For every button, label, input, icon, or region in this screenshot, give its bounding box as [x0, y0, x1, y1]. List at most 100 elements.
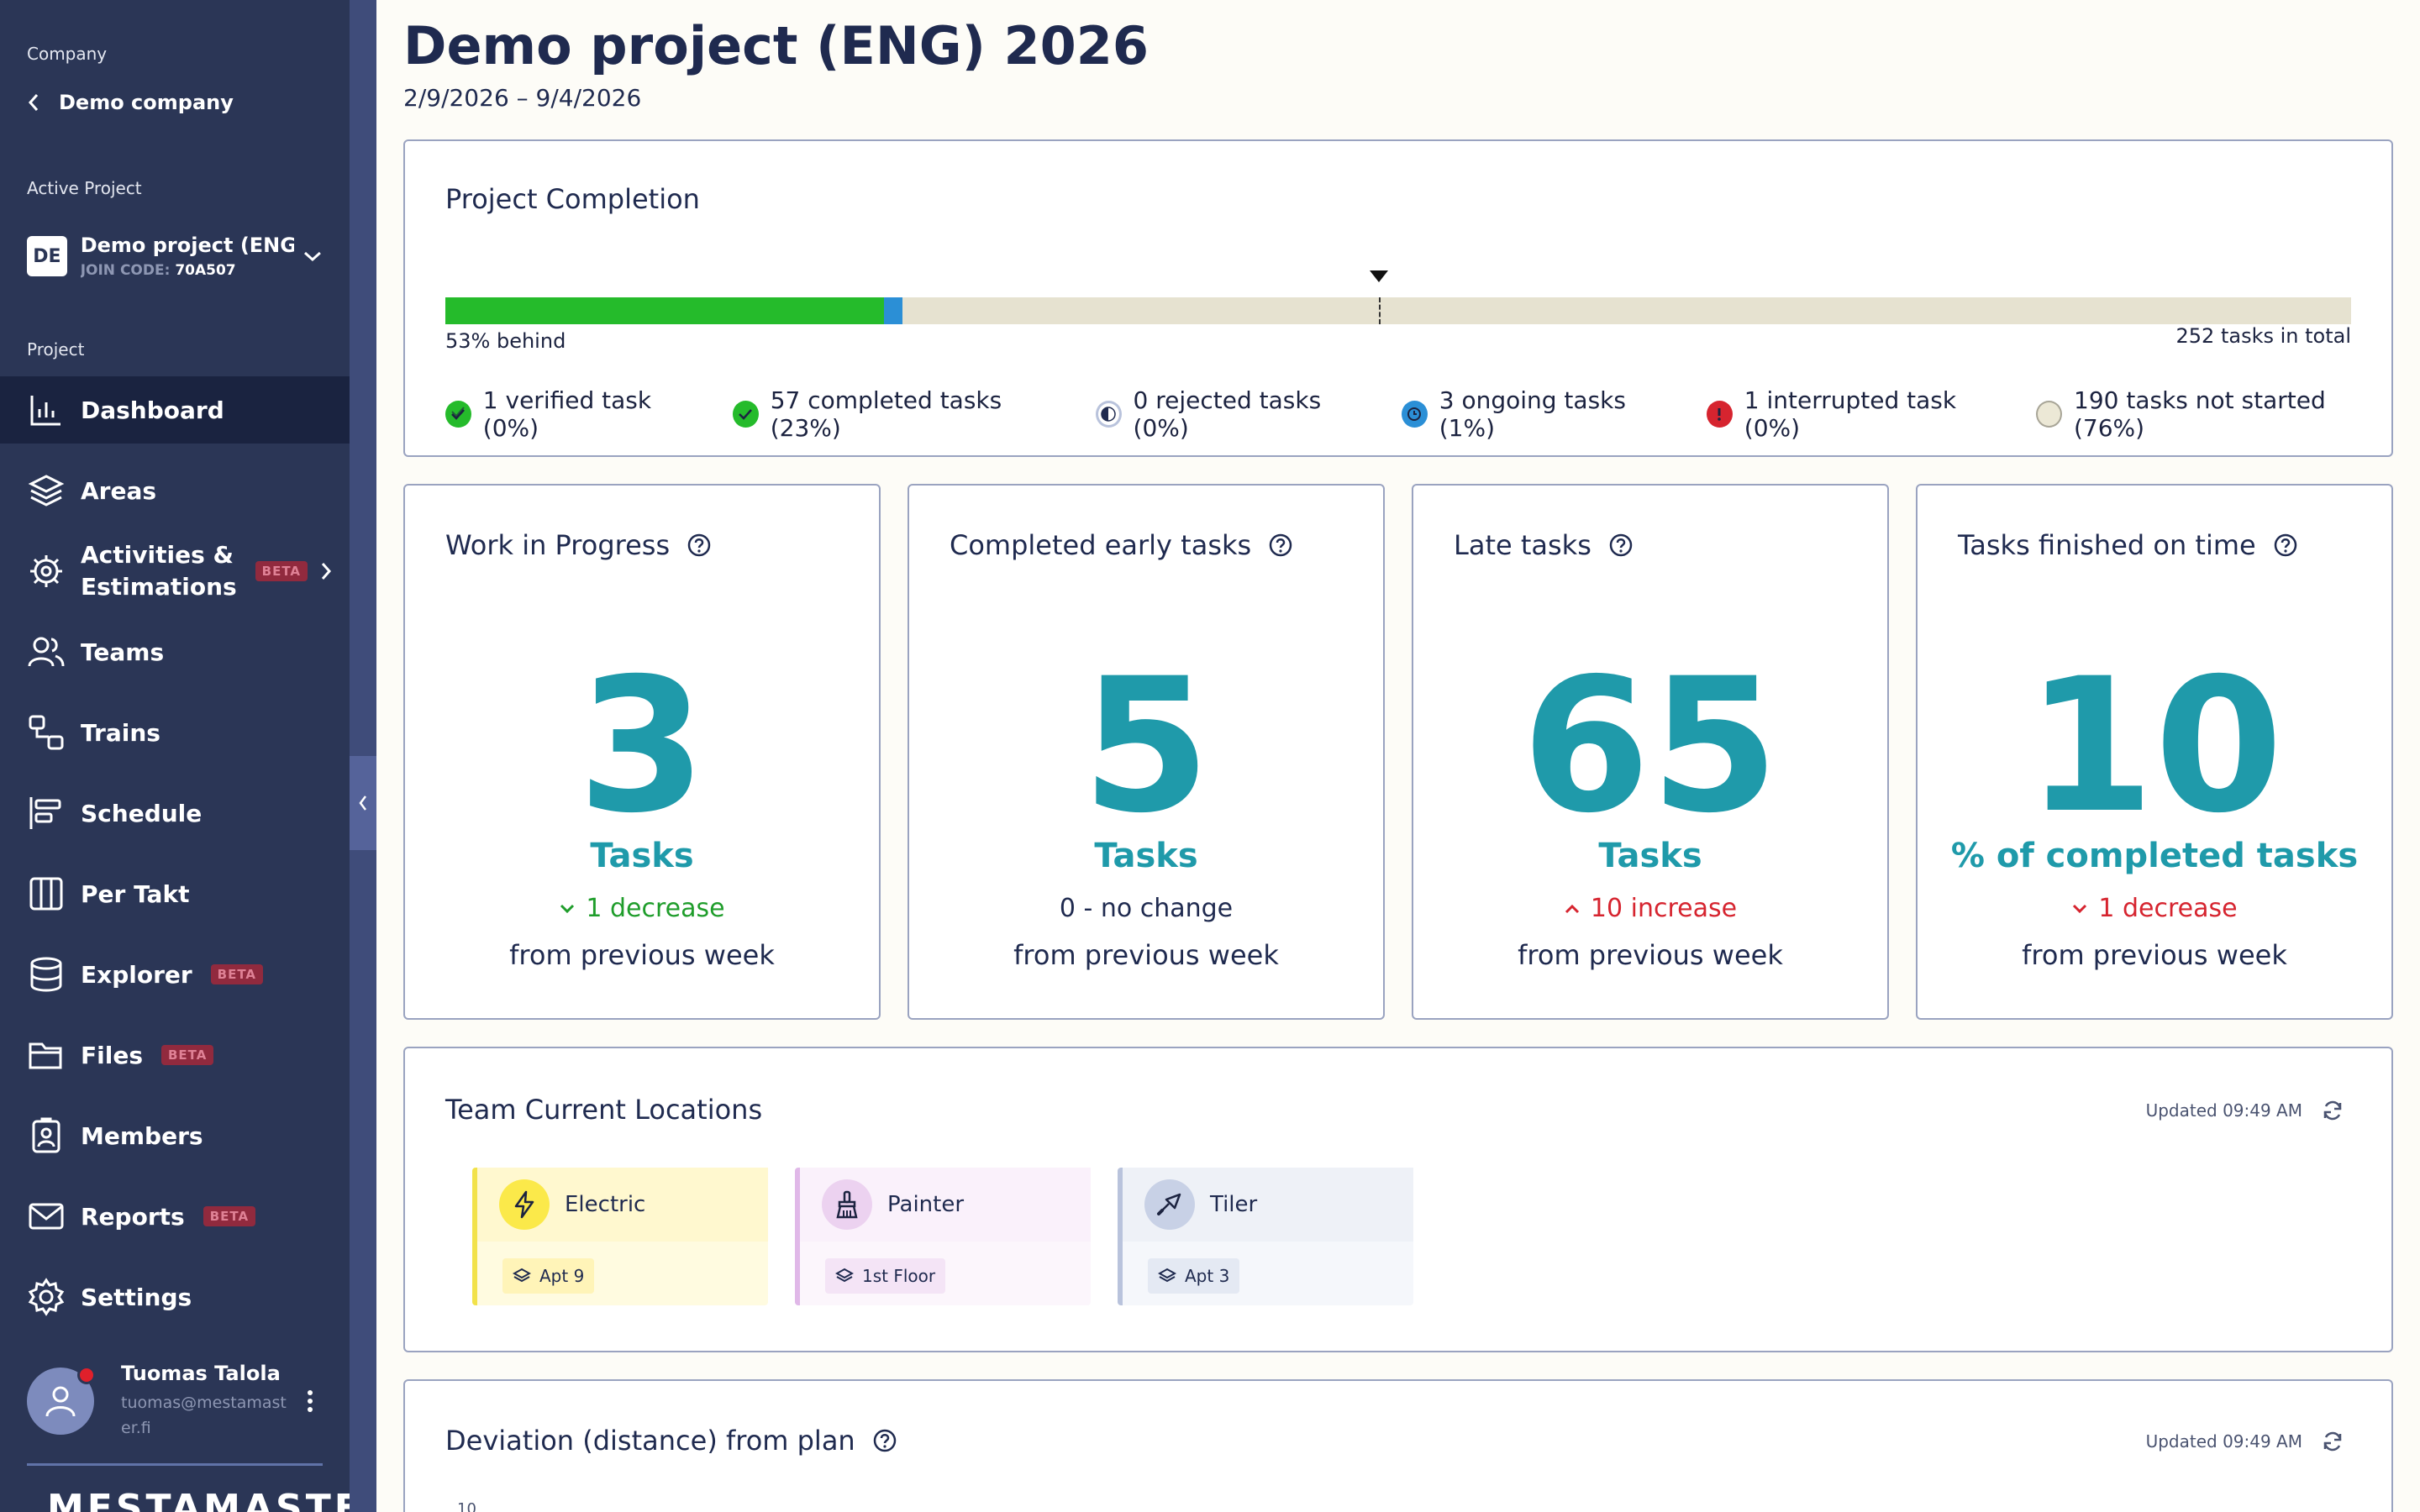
- kpi-unit: % of completed tasks: [1950, 837, 2359, 875]
- updated-status: Updated 09:49 AM: [2146, 1099, 2344, 1122]
- project-name: Demo project (ENG) 2026: [80, 234, 295, 257]
- layers-icon: [513, 1268, 531, 1283]
- gear-cog-icon: [30, 555, 62, 587]
- user-name: Tuomas Talola: [121, 1362, 281, 1385]
- completion-legend: 1 verified task (0%) 57 completed tasks …: [445, 386, 2391, 442]
- chevron-left-icon: [28, 94, 39, 111]
- trowel-icon: [1144, 1179, 1195, 1230]
- refresh-icon[interactable]: [2321, 1430, 2344, 1453]
- beta-badge: BETA: [160, 1045, 214, 1065]
- kpi-comparison: from previous week: [2022, 939, 2287, 971]
- join-code: JOIN CODE: 70A507: [80, 262, 236, 279]
- refresh-icon[interactable]: [2321, 1099, 2344, 1122]
- kpi-value: 5: [1081, 638, 1211, 853]
- chevron-up-icon: [1565, 904, 1579, 913]
- empty-circle-icon: [2036, 401, 2062, 428]
- mail-icon: [29, 1203, 64, 1230]
- help-icon[interactable]: [1268, 533, 1293, 558]
- deviation-from-plan-card: Deviation (distance) from plan Updated 0…: [403, 1379, 2393, 1512]
- collapse-sidebar-button[interactable]: [350, 756, 376, 850]
- help-icon[interactable]: [1608, 533, 1634, 558]
- kpi-title: Late tasks: [1454, 529, 1591, 561]
- nav-areas[interactable]: Areas: [0, 457, 350, 524]
- brand-logo: MESTAMASTER: [47, 1487, 350, 1512]
- gantt-icon: [29, 797, 61, 829]
- kpi-value: 10: [2025, 638, 2284, 853]
- beta-badge: BETA: [210, 964, 264, 984]
- company-label: Company: [27, 44, 108, 64]
- kpi-unit: Tasks: [1598, 837, 1702, 875]
- chevron-down-icon: [560, 904, 575, 913]
- card-title: Team Current Locations: [445, 1094, 763, 1126]
- notification-dot: [77, 1366, 96, 1384]
- progress-completed-segment: [445, 297, 884, 324]
- kpi-finished-on-time: Tasks finished on time 10 % of completed…: [1916, 484, 2393, 1020]
- nav-activities[interactable]: Activities & Estimations BETA: [0, 538, 350, 605]
- user-icon: [45, 1386, 76, 1417]
- kpi-change: 1 decrease: [405, 894, 879, 923]
- legend-completed: 57 completed tasks (23%): [732, 386, 1069, 442]
- help-icon[interactable]: [687, 533, 712, 558]
- nav-trains[interactable]: Trains: [0, 699, 350, 766]
- completion-progress-bar: [445, 297, 2351, 324]
- kpi-comparison: from previous week: [1518, 939, 1783, 971]
- nav-per-takt[interactable]: Per Takt: [0, 860, 350, 927]
- project-initials-badge: DE: [27, 236, 67, 276]
- help-icon[interactable]: [872, 1428, 897, 1453]
- project-selector[interactable]: DE Demo project (ENG) 2026 JOIN CODE: 70…: [27, 227, 323, 286]
- team-card-painter[interactable]: Painter 1st Floor: [795, 1168, 1091, 1305]
- avatar[interactable]: [27, 1366, 96, 1435]
- legend-interrupted: 1 interrupted task (0%): [1706, 386, 2009, 442]
- project-date-range: 2/9/2026 – 9/4/2026: [403, 84, 642, 112]
- company-back-link[interactable]: Demo company: [27, 91, 234, 114]
- chevron-down-icon: [2073, 904, 2087, 913]
- beta-badge: BETA: [203, 1206, 256, 1226]
- team-name: Painter: [887, 1192, 965, 1217]
- team-card-tiler[interactable]: Tiler Apt 3: [1118, 1168, 1413, 1305]
- team-location-chip: Apt 9: [502, 1258, 595, 1294]
- kpi-change: 10 increase: [1413, 894, 1887, 923]
- legend-verified: 1 verified task (0%): [445, 386, 706, 442]
- kpi-change: 0 - no change: [1059, 894, 1234, 923]
- settings-icon: [28, 1278, 65, 1316]
- card-title: Project Completion: [445, 183, 700, 215]
- page-title: Demo project (ENG) 2026: [403, 15, 1150, 76]
- trains-icon: [29, 715, 64, 750]
- paint-brush-icon: [822, 1179, 872, 1230]
- layers-icon: [835, 1268, 854, 1283]
- half-circle-icon: [1095, 401, 1122, 428]
- nav-files[interactable]: Files BETA: [0, 1021, 350, 1089]
- nav-schedule[interactable]: Schedule: [0, 780, 350, 847]
- more-vertical-icon[interactable]: [306, 1389, 314, 1414]
- team-name: Tiler: [1210, 1192, 1258, 1217]
- team-card-electric[interactable]: Electric Apt 9: [472, 1168, 768, 1305]
- nav-teams[interactable]: Teams: [0, 618, 350, 685]
- lightning-icon: [499, 1179, 550, 1230]
- nav-reports[interactable]: Reports BETA: [0, 1183, 350, 1250]
- nav-explorer[interactable]: Explorer BETA: [0, 941, 350, 1008]
- layers-icon: [28, 475, 65, 507]
- kpi-work-in-progress: Work in Progress 3 Tasks 1 decrease from…: [403, 484, 881, 1020]
- team-locations-card: Team Current Locations Updated 09:49 AM …: [403, 1047, 2393, 1352]
- columns-icon: [29, 877, 63, 911]
- project-section-label: Project: [27, 339, 85, 360]
- today-marker: [1370, 270, 1389, 282]
- nav-settings[interactable]: Settings: [0, 1263, 350, 1331]
- kpi-change: 1 decrease: [1918, 894, 2391, 923]
- chevron-right-icon: [321, 563, 332, 580]
- user-profile[interactable]: Tuomas Talola tuomas@mestamaster.fi: [27, 1359, 329, 1443]
- legend-ongoing: 3 ongoing tasks (1%): [1401, 386, 1680, 442]
- nav-dashboard[interactable]: Dashboard: [0, 376, 350, 444]
- kpi-comparison: from previous week: [509, 939, 775, 971]
- chevron-left-icon: [359, 795, 366, 811]
- kpi-title: Work in Progress: [445, 529, 671, 561]
- company-name: Demo company: [59, 91, 234, 114]
- help-icon[interactable]: [2273, 533, 2298, 558]
- kpi-completed-early: Completed early tasks 5 Tasks 0 - no cha…: [908, 484, 1385, 1020]
- nav-members[interactable]: Members: [0, 1102, 350, 1169]
- behind-label: 53% behind: [445, 329, 566, 353]
- kpi-unit: Tasks: [590, 837, 694, 875]
- updated-status: Updated 09:49 AM: [2146, 1430, 2344, 1453]
- team-name: Electric: [565, 1192, 646, 1217]
- total-tasks-label: 252 tasks in total: [2175, 324, 2351, 348]
